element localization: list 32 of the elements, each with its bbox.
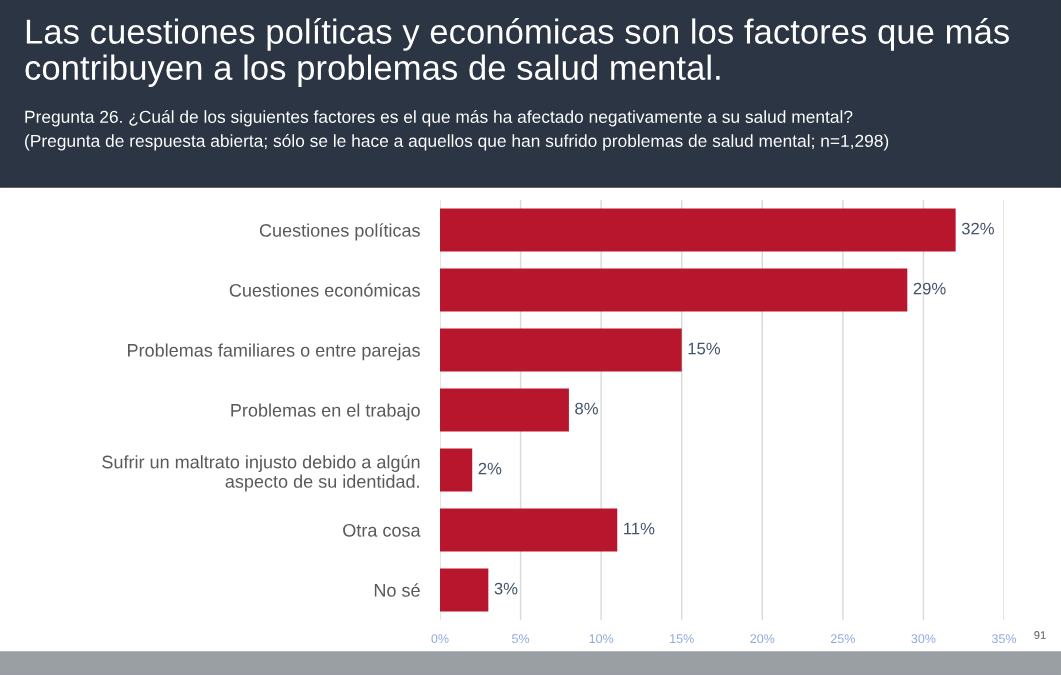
text: 91 [1034, 631, 1046, 639]
y-tick-label: Cuestiones económicas [229, 283, 420, 297]
bar [440, 508, 618, 552]
x-tick-label: 0% [431, 634, 449, 644]
x-tick-label: 30% [911, 634, 936, 644]
bar [440, 328, 682, 372]
y-tick-label: Problemas en el trabajo [231, 403, 420, 421]
bar [440, 268, 908, 312]
data-label: 29% [913, 282, 946, 295]
x-tick-label: 10% [589, 634, 614, 644]
data-label: 15% [688, 342, 721, 355]
bar [440, 208, 956, 252]
data-label: 3% [494, 582, 518, 595]
bar [440, 568, 489, 612]
data-label: 8% [575, 402, 598, 415]
y-tick-label: No sé [374, 583, 420, 597]
x-tick-label: 5% [512, 634, 530, 644]
data-label: 32% [961, 222, 994, 235]
y-tick-label: Otra cosa [343, 523, 421, 537]
x-tick-label: 25% [830, 634, 855, 644]
bar [440, 448, 473, 492]
y-tick-label: Problemas familiares o entre parejas [128, 343, 420, 361]
chart-subtitle: Pregunta 26. ¿Cuál de los siguientes factores es el que más ha afectado negativamente a su salud mental? (Pregunta de respuesta abierta; sólo se le hace a aquellos que han sufrido problemas de salud mental; n=1,298) [25, 110, 889, 151]
bar [440, 388, 569, 432]
x-tick-label: 20% [750, 634, 775, 644]
data-label: 11% [624, 522, 655, 535]
y-tick-label: Cuestiones políticas [259, 223, 420, 241]
x-tick-label: 35% [991, 634, 1017, 644]
data-label: 2% [478, 462, 502, 475]
x-tick-label: 15% [670, 634, 694, 644]
chart-title: Las cuestiones políticas y económicas son los factores que más contribuyen a los problemas de salud mental. [25, 18, 1009, 87]
y-tick-label: Sufrir un maltrato injusto debido a algún aspecto de su identidad. [102, 454, 420, 492]
